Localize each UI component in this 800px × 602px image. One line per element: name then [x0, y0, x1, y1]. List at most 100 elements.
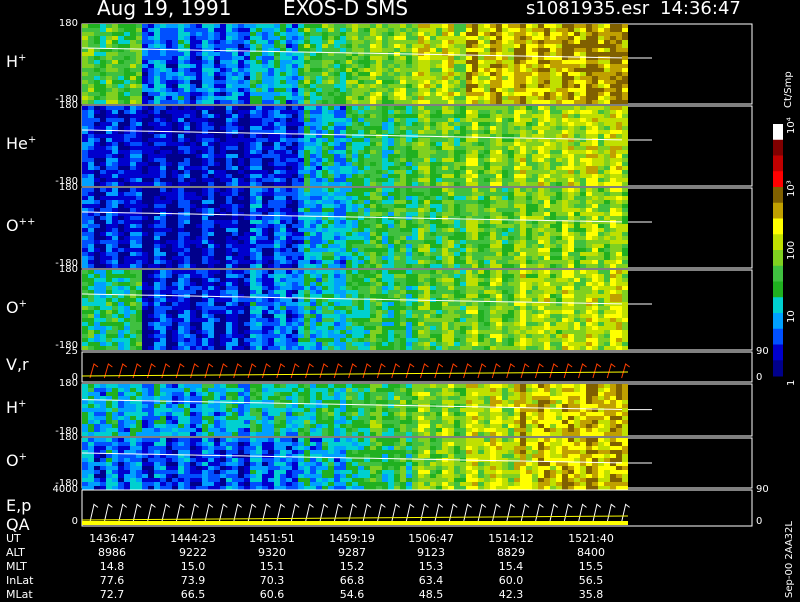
heatmap-cell [562, 114, 568, 118]
heatmap-cell [328, 264, 334, 268]
heatmap-cell [94, 68, 100, 72]
heatmap-cell [376, 48, 382, 52]
heatmap-cell [280, 236, 286, 240]
heatmap-cell [232, 32, 238, 36]
heatmap-cell [112, 106, 118, 110]
heatmap-cell [106, 60, 112, 64]
heatmap-cell [112, 252, 118, 256]
heatmap-cell [148, 162, 154, 166]
heatmap-cell [244, 248, 250, 252]
heatmap-cell [112, 40, 118, 44]
heatmap-cell [466, 166, 472, 170]
heatmap-cell [340, 106, 346, 110]
heatmap-cell [616, 68, 622, 72]
heatmap-cell [196, 252, 202, 256]
heatmap-cell [382, 208, 388, 212]
heatmap-cell [418, 118, 424, 122]
heatmap-cell [436, 224, 442, 228]
heatmap-cell [586, 138, 592, 142]
heatmap-cell [328, 68, 334, 72]
heatmap-cell [112, 32, 118, 36]
heatmap-cell [604, 60, 610, 64]
heatmap-cell [250, 264, 256, 268]
heatmap-cell [304, 212, 310, 216]
heatmap-cell [598, 126, 604, 130]
heatmap-cell [250, 106, 256, 110]
heatmap-cell [442, 92, 448, 96]
heatmap-cell [544, 100, 550, 104]
heatmap-cell [418, 192, 424, 196]
heatmap-cell [94, 182, 100, 186]
heatmap-cell [160, 96, 166, 100]
heatmap-cell [148, 72, 154, 76]
heatmap-cell [388, 36, 394, 40]
heatmap-cell [268, 252, 274, 256]
heatmap-cell [274, 118, 280, 122]
heatmap-cell [88, 252, 94, 256]
heatmap-cell [466, 92, 472, 96]
heatmap-cell [622, 170, 628, 174]
heatmap-cell [424, 182, 430, 186]
heatmap-cell [556, 72, 562, 76]
heatmap-cell [358, 146, 364, 150]
heatmap-cell [550, 178, 556, 182]
heatmap-cell [472, 110, 478, 114]
heatmap-cell [514, 92, 520, 96]
heatmap-cell [376, 162, 382, 166]
heatmap-cell [274, 260, 280, 264]
heatmap-cell [502, 96, 508, 100]
heatmap-cell [292, 224, 298, 228]
heatmap-cell [472, 174, 478, 178]
heatmap-cell [532, 114, 538, 118]
heatmap-cell [514, 96, 520, 100]
heatmap-cell [454, 28, 460, 32]
heatmap-cell [436, 110, 442, 114]
heatmap-cell [220, 100, 226, 104]
heatmap-cell [214, 88, 220, 92]
heatmap-cell [220, 36, 226, 40]
heatmap-cell [256, 80, 262, 84]
heatmap-cell [442, 110, 448, 114]
heatmap-cell [346, 130, 352, 134]
heatmap-cell [184, 122, 190, 126]
heatmap-cell [202, 260, 208, 264]
heatmap-cell [556, 84, 562, 88]
heatmap-cell [142, 220, 148, 224]
heatmap-cell [316, 80, 322, 84]
heatmap-cell [592, 138, 598, 142]
heatmap-cell [316, 92, 322, 96]
heatmap-cell [442, 72, 448, 76]
heatmap-cell [562, 110, 568, 114]
heatmap-cell [460, 208, 466, 212]
heatmap-cell [202, 252, 208, 256]
heatmap-cell [160, 260, 166, 264]
heatmap-cell [172, 232, 178, 236]
heatmap-cell [202, 106, 208, 110]
heatmap-cell [274, 84, 280, 88]
heatmap-cell [574, 170, 580, 174]
heatmap-cell [394, 196, 400, 200]
heatmap-cell [514, 100, 520, 104]
heatmap-cell [112, 256, 118, 260]
heatmap-cell [184, 240, 190, 244]
heatmap-cell [328, 122, 334, 126]
heatmap-cell [616, 150, 622, 154]
heatmap-cell [418, 240, 424, 244]
heatmap-cell [568, 80, 574, 84]
heatmap-cell [298, 252, 304, 256]
heatmap-cell [244, 232, 250, 236]
heatmap-cell [214, 260, 220, 264]
heatmap-cell [262, 236, 268, 240]
heatmap-cell [358, 44, 364, 48]
heatmap-cell [604, 134, 610, 138]
heatmap-cell [484, 220, 490, 224]
heatmap-cell [190, 142, 196, 146]
heatmap-cell [466, 240, 472, 244]
heatmap-cell [352, 138, 358, 142]
heatmap-cell [130, 260, 136, 264]
heatmap-cell [454, 220, 460, 224]
heatmap-cell [112, 162, 118, 166]
heatmap-cell [358, 236, 364, 240]
heatmap-cell [544, 36, 550, 40]
heatmap-cell [454, 248, 460, 252]
